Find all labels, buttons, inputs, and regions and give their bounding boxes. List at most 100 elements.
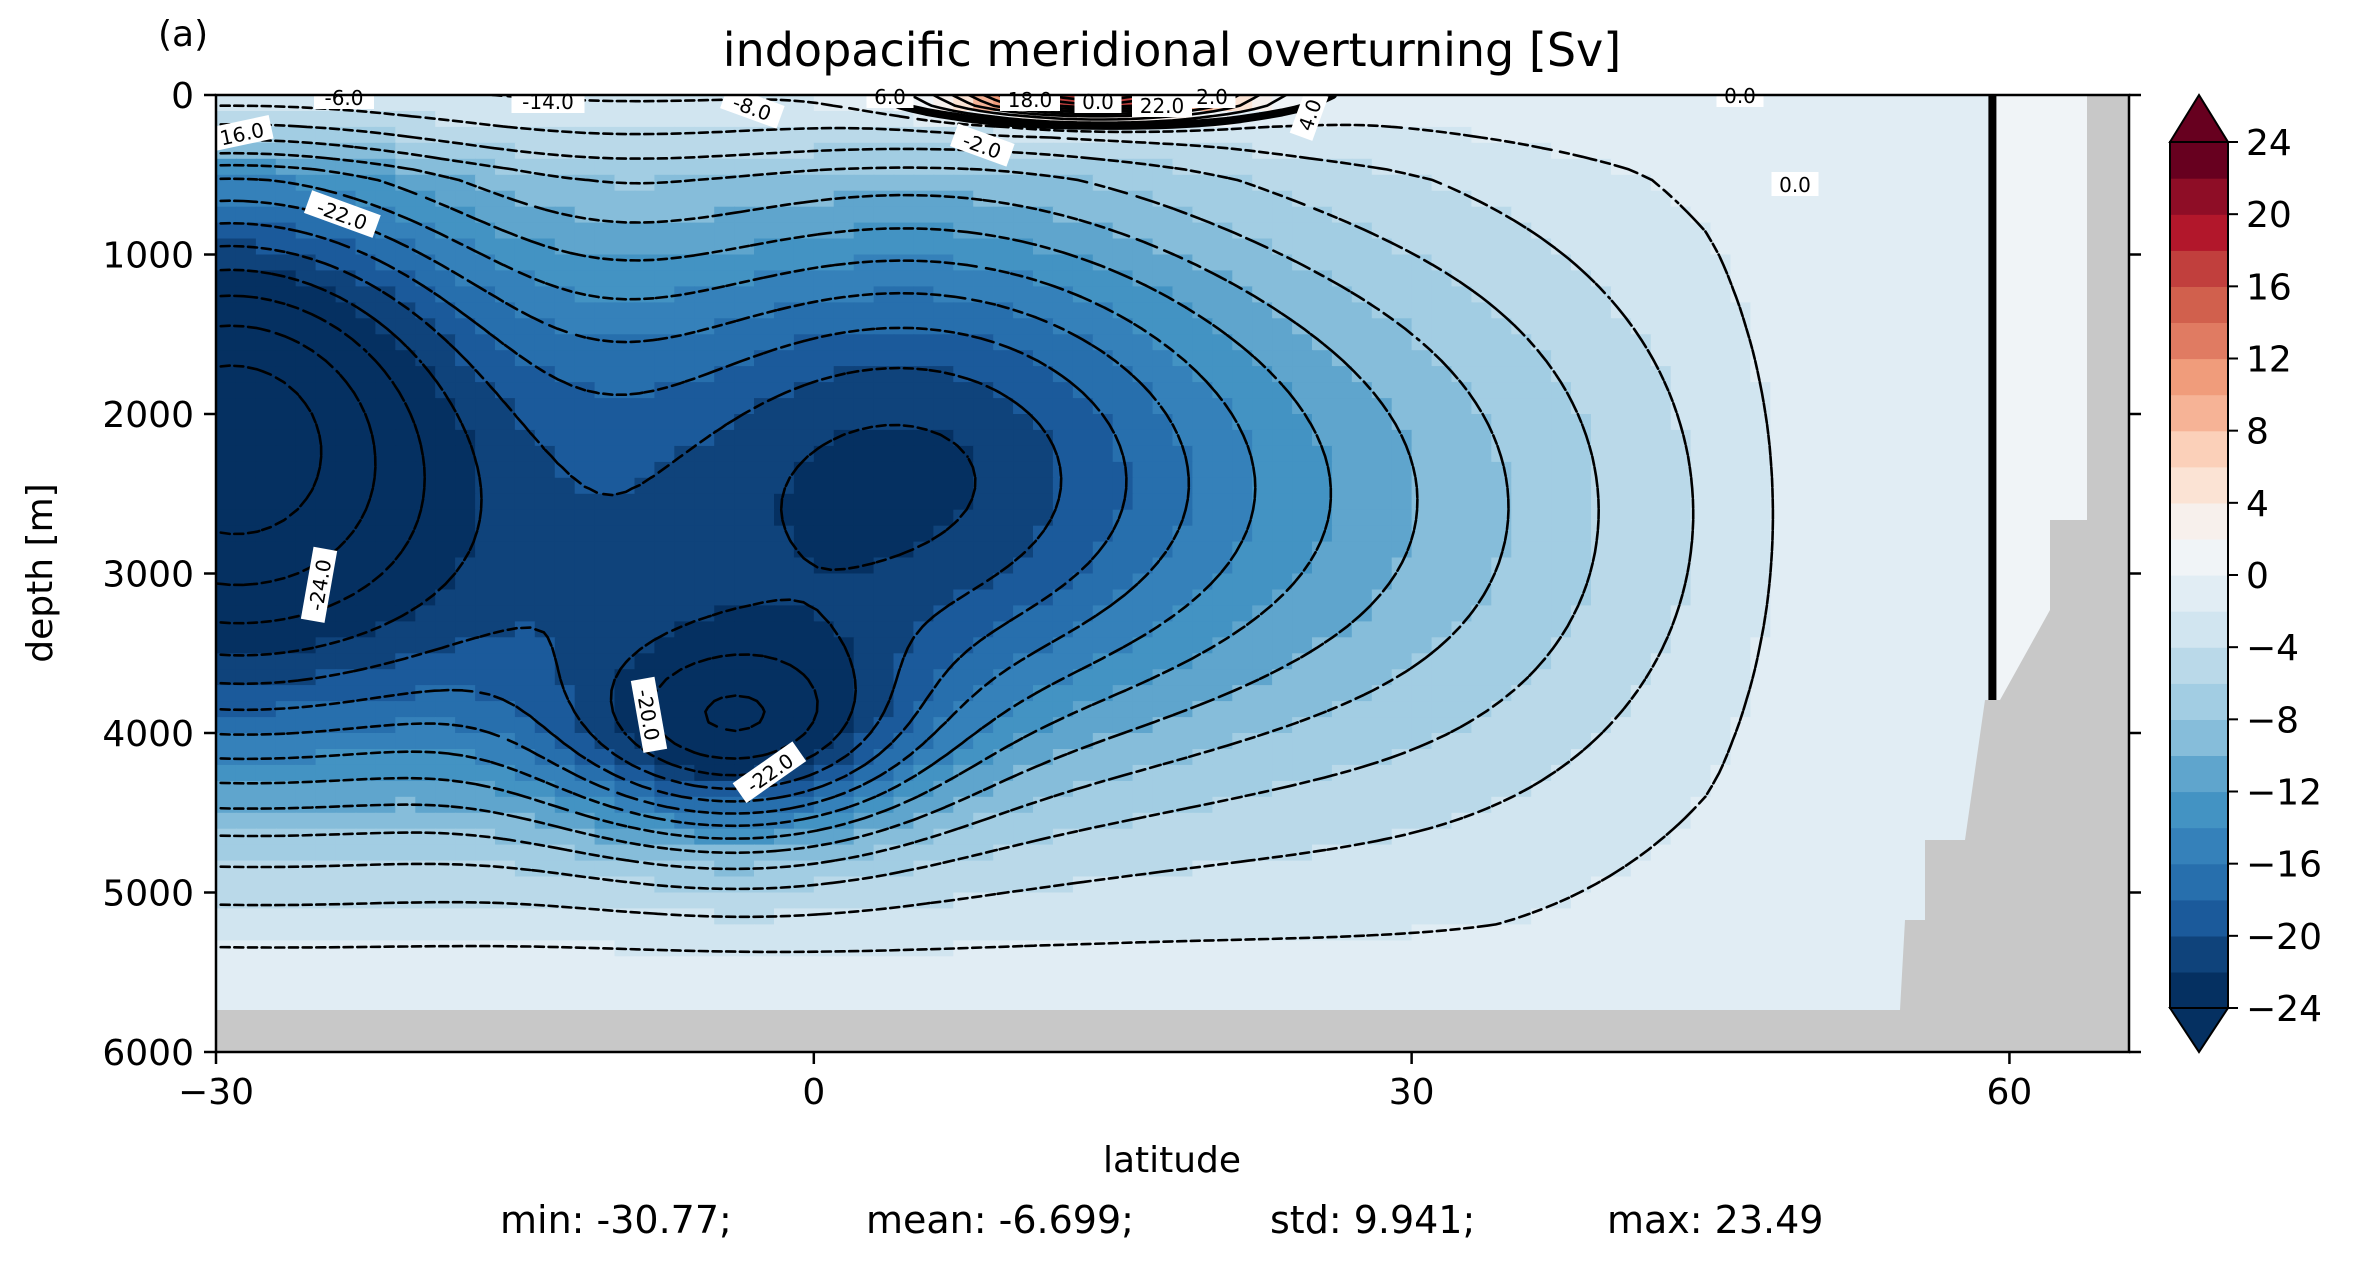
field-cell [1869, 126, 1891, 144]
field-cell [833, 158, 855, 176]
field-cell [654, 669, 676, 687]
field-cell [574, 669, 596, 687]
field-cell [1650, 95, 1672, 112]
field-cell [415, 717, 437, 734]
field-cell [973, 621, 995, 639]
field-cell [1551, 685, 1572, 703]
field-cell [1869, 254, 1891, 272]
field-cell [793, 653, 815, 671]
field-cell [774, 477, 795, 495]
field-cell [1869, 876, 1891, 894]
field-cell [1750, 828, 1772, 846]
field-cell [1850, 174, 1871, 192]
field-cell [1431, 461, 1453, 479]
field-cell [435, 366, 457, 383]
field-cell [833, 445, 855, 463]
field-cell [614, 637, 636, 655]
field-cell [1371, 685, 1393, 703]
field-cell [1212, 318, 1234, 336]
field-cell [734, 892, 755, 910]
field-cell [993, 350, 1015, 368]
field-cell [395, 669, 417, 687]
field-cell [1351, 733, 1373, 750]
field-cell [913, 302, 935, 320]
field-cell [674, 844, 696, 862]
field-cell [1391, 525, 1413, 543]
field-cell [1730, 637, 1752, 655]
field-cell [1451, 733, 1473, 750]
field-cell [714, 493, 736, 511]
field-cell [913, 254, 935, 272]
field-cell [1292, 445, 1313, 463]
field-cell [1850, 158, 1871, 176]
field-cell [1770, 828, 1792, 846]
field-cell [1471, 270, 1493, 288]
field-cell [255, 892, 277, 910]
field-cell [1949, 573, 1971, 591]
field-cell [455, 206, 476, 224]
field-cell [953, 509, 975, 527]
field-cell [1830, 382, 1851, 400]
field-cell [1451, 126, 1473, 144]
field-cell [774, 222, 795, 240]
field-cell [455, 685, 476, 703]
field-cell [1411, 541, 1433, 559]
field-cell [754, 334, 775, 352]
field-cell [1810, 701, 1832, 719]
field-cell [734, 126, 755, 144]
field-cell [774, 621, 795, 639]
field-cell [216, 924, 237, 942]
field-cell [833, 398, 855, 415]
field-cell [694, 142, 716, 160]
field-cell [435, 158, 457, 176]
field-cell [793, 366, 815, 383]
field-cell [1571, 796, 1592, 814]
field-cell [2049, 350, 2071, 368]
field-cell [1630, 764, 1652, 782]
field-cell [1192, 828, 1214, 846]
field-cell [1670, 111, 1692, 128]
field-cell [1132, 796, 1154, 814]
field-cell [375, 892, 397, 910]
field-cell [1790, 429, 1812, 447]
field-cell [475, 222, 496, 240]
field-cell [2029, 350, 2051, 368]
field-cell [375, 477, 397, 495]
field-cell [295, 812, 317, 830]
field-cell [1750, 302, 1772, 320]
field-cell [674, 111, 696, 128]
field-cell [1909, 637, 1931, 655]
field-cell [255, 461, 277, 479]
field-cell [1650, 892, 1672, 910]
field-cell [1949, 334, 1971, 352]
field-cell [1252, 764, 1274, 782]
field-cell [953, 541, 975, 559]
field-cell [335, 254, 357, 272]
field-cell [913, 445, 935, 463]
field-cell [1013, 493, 1034, 511]
field-cell [1770, 557, 1792, 575]
field-cell [1591, 796, 1612, 814]
field-cell [973, 382, 995, 400]
field-cell [813, 669, 835, 687]
field-cell [1889, 158, 1911, 176]
field-cell [1531, 445, 1553, 463]
field-cell [793, 445, 815, 463]
field-cell [813, 908, 835, 926]
field-cell [1391, 621, 1413, 639]
field-cell [1052, 350, 1074, 368]
field-cell [1292, 589, 1313, 607]
field-cell [275, 812, 297, 830]
field-cell [1351, 637, 1373, 655]
field-cell [1092, 477, 1114, 495]
field-cell [1252, 573, 1274, 591]
field-cell [1192, 669, 1214, 687]
field-cell [275, 158, 297, 176]
field-cell [1351, 669, 1373, 687]
field-cell [1551, 844, 1572, 862]
field-cell [1670, 780, 1692, 798]
field-cell [2049, 334, 2071, 352]
field-cell [1292, 461, 1313, 479]
field-cell [1690, 509, 1712, 527]
field-cell [933, 190, 955, 208]
